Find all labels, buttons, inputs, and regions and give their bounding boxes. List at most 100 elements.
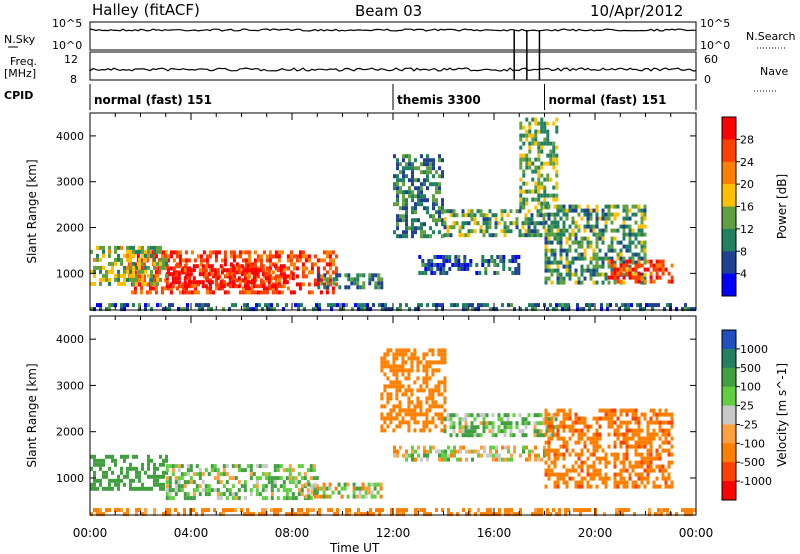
velocity-cell — [300, 476, 304, 481]
power-cell — [145, 290, 149, 295]
velocity-cell — [177, 464, 181, 469]
velocity-cell — [219, 496, 223, 501]
velocity-cell — [625, 484, 629, 489]
velocity-cell — [407, 400, 411, 405]
power-cell — [133, 286, 137, 291]
power-cell — [304, 266, 308, 271]
velocity-cell — [483, 512, 486, 517]
velocity-cell — [574, 480, 578, 485]
velocity-cell — [204, 508, 207, 513]
power-cell — [580, 268, 584, 273]
velocity-cell — [595, 420, 599, 425]
power-cell — [178, 290, 182, 295]
velocity-cell — [270, 484, 274, 489]
velocity-cell — [404, 420, 408, 425]
power-cell — [205, 286, 209, 291]
power-cell — [539, 221, 543, 226]
velocity-cell — [553, 484, 557, 489]
velocity-cell — [658, 456, 662, 461]
velocity-cell — [447, 457, 450, 462]
power-cell — [461, 221, 465, 226]
power-cell — [211, 290, 215, 295]
velocity-cell — [687, 512, 690, 517]
power-cell — [576, 307, 579, 312]
power-cell — [282, 280, 286, 285]
velocity-cell — [386, 348, 390, 353]
power-cell — [247, 270, 251, 275]
velocity-cell — [405, 457, 408, 462]
power-cell — [411, 166, 414, 171]
power-cell — [514, 267, 518, 271]
power-cell — [640, 275, 644, 280]
velocity-cell — [574, 484, 578, 489]
power-cell — [637, 204, 641, 209]
power-cell — [613, 275, 617, 280]
velocity-cell — [607, 476, 611, 481]
velocity-cell — [411, 449, 414, 454]
power-cell — [396, 158, 399, 163]
power-cell — [396, 174, 399, 179]
velocity-cell — [243, 496, 247, 501]
velocity-cell — [580, 468, 584, 473]
velocity-cell — [646, 456, 650, 461]
power-cell — [601, 256, 605, 261]
velocity-cell — [586, 428, 590, 433]
power-cell — [408, 154, 411, 159]
velocity-cell — [279, 464, 283, 469]
velocity-cell — [416, 356, 420, 361]
cpid-label: CPID — [4, 89, 33, 102]
power-colorbar-swatch — [722, 117, 736, 140]
power-cell — [443, 209, 447, 214]
power-cell — [229, 250, 233, 255]
power-cell — [286, 274, 290, 279]
velocity-cell — [177, 480, 181, 485]
power-cell — [282, 276, 286, 281]
velocity-cell — [225, 508, 228, 513]
power-cell — [210, 264, 214, 269]
power-cell — [533, 221, 537, 226]
velocity-cell — [395, 412, 399, 417]
velocity-cell — [504, 512, 507, 517]
velocity-cell — [222, 468, 226, 473]
power-cell — [555, 169, 559, 174]
velocity-cell — [373, 482, 377, 487]
velocity-cell — [261, 472, 265, 477]
power-cell — [553, 260, 557, 265]
power-cell — [120, 245, 123, 250]
power-cell — [235, 262, 239, 267]
power-cell — [589, 244, 593, 249]
power-cell — [651, 303, 654, 308]
power-cell — [600, 307, 603, 312]
power-cell — [325, 262, 329, 267]
velocity-cell — [556, 472, 560, 477]
power-cell — [295, 266, 299, 271]
velocity-cell — [556, 428, 560, 433]
velocity-cell — [376, 490, 380, 495]
power-cell — [99, 245, 102, 250]
power-cell — [522, 141, 526, 146]
velocity-cell — [423, 445, 426, 450]
power-cell — [571, 232, 575, 237]
velocity-cell — [664, 408, 668, 413]
velocity-cell — [443, 376, 447, 381]
velocity-cell — [99, 458, 102, 463]
velocity-cell — [180, 464, 184, 469]
velocity-cell — [434, 424, 438, 429]
velocity-cell — [559, 444, 563, 449]
power-cell — [331, 258, 335, 263]
velocity-cell — [544, 432, 548, 437]
power-cell — [138, 261, 141, 266]
power-cell — [595, 244, 599, 249]
power-cell — [232, 254, 236, 259]
power-cell — [555, 153, 559, 158]
power-cell — [565, 260, 569, 265]
velocity-cell — [440, 404, 444, 409]
power-cell — [537, 141, 541, 146]
velocity-cell — [337, 482, 341, 487]
velocity-cell — [670, 412, 674, 417]
velocity-cell — [297, 488, 301, 493]
velocity-cell — [592, 448, 596, 453]
velocity-cell — [544, 452, 548, 457]
velocity-colorbar-swatch — [722, 481, 736, 501]
power-cell — [649, 263, 653, 268]
